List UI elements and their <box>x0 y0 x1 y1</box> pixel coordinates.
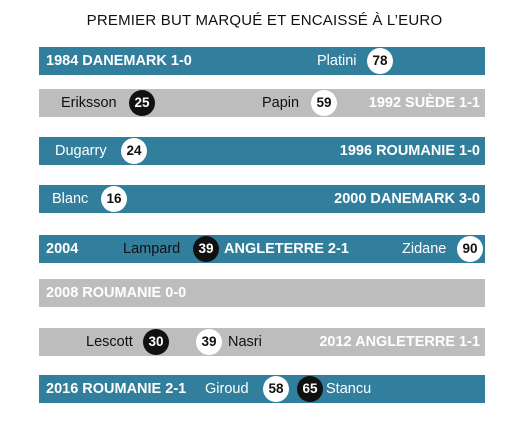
conceder-name: Stancu <box>326 381 372 397</box>
scorer-name: Blanc <box>52 191 89 207</box>
row-2008: 2008 ROUMANIE 0-0 <box>39 279 485 307</box>
edition-year: 2004 <box>46 241 79 257</box>
edition-label: 2008 ROUMANIE 0-0 <box>46 285 187 301</box>
goal-minute-scored: 39 <box>196 329 222 355</box>
row-2000: Blanc 16 2000 DANEMARK 3-0 <box>39 185 485 213</box>
scorer-name: Papin <box>262 95 300 111</box>
edition-label: 2000 DANEMARK 3-0 <box>334 191 480 207</box>
edition-label: 2012 ANGLETERRE 1-1 <box>319 334 480 350</box>
goal-minute-scored: 58 <box>263 376 289 402</box>
scorer-name: Platini <box>317 53 357 69</box>
edition-label: 1996 ROUMANIE 1-0 <box>339 143 480 159</box>
goal-minute-scored: 16 <box>101 186 127 212</box>
scorer-name: Zidane <box>402 241 447 257</box>
edition-label: ANGLETERRE 2-1 <box>224 241 349 257</box>
goal-minute-scored: 59 <box>311 90 337 116</box>
row-2016: 2016 ROUMANIE 2-1 Giroud 58 65 Stancu <box>39 375 485 403</box>
goal-minute-scored: 78 <box>367 48 393 74</box>
edition-label: 1984 DANEMARK 1-0 <box>46 53 192 69</box>
conceder-name: Lescott <box>86 334 133 350</box>
goal-minute-scored: 90 <box>457 236 483 262</box>
chart-title: PREMIER BUT MARQUÉ ET ENCAISSÉ À L’EURO <box>86 12 443 29</box>
edition-label: 2016 ROUMANIE 2-1 <box>46 381 187 397</box>
goal-minute-scored: 24 <box>121 138 147 164</box>
row-1996: Dugarry 24 1996 ROUMANIE 1-0 <box>39 137 485 165</box>
scorer-name: Giroud <box>205 381 249 397</box>
scorer-name: Dugarry <box>55 143 107 159</box>
goal-minute-conceded: 30 <box>143 329 169 355</box>
conceder-name: Eriksson <box>61 95 117 111</box>
scorer-name: Nasri <box>228 334 262 350</box>
row-1984: 1984 DANEMARK 1-0 Platini 78 <box>39 47 485 75</box>
row-2004: 2004 Lampard 39 ANGLETERRE 2-1 Zidane 90 <box>39 235 485 263</box>
conceder-name: Lampard <box>123 241 181 257</box>
goal-minute-conceded: 39 <box>193 236 219 262</box>
goal-minute-conceded: 25 <box>129 90 155 116</box>
goal-minute-conceded: 65 <box>297 376 323 402</box>
row-2012: Lescott 30 39 Nasri 2012 ANGLETERRE 1-1 <box>39 328 485 356</box>
row-1992: Eriksson 25 Papin 59 1992 SUÈDE 1-1 <box>39 89 485 117</box>
edition-label: 1992 SUÈDE 1-1 <box>368 95 480 111</box>
